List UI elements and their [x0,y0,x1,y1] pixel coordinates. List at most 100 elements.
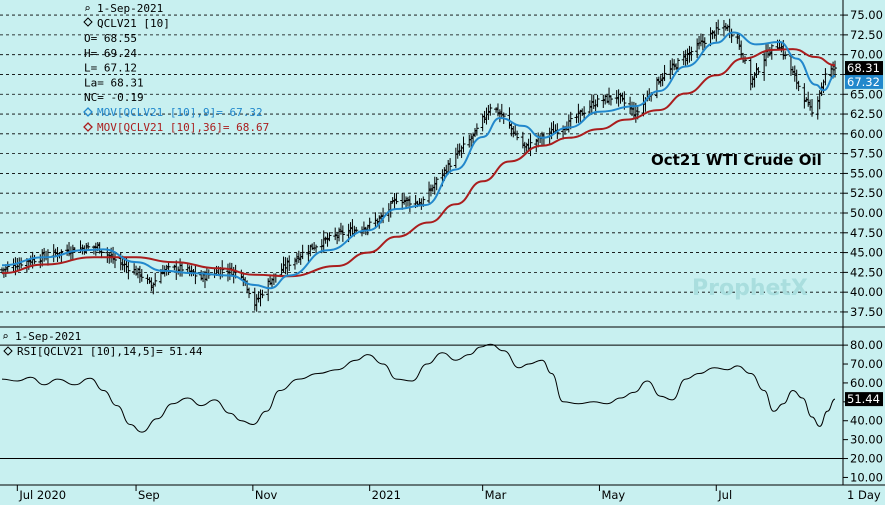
ohlc-bar [32,254,37,264]
period-label[interactable]: 1 Day [847,488,881,502]
ohlc-bar [287,255,292,272]
price-tick-label: 65.00 [850,87,883,101]
last-price-box: 68.31 [845,61,883,76]
rsi-tick-label: 60.00 [850,376,883,390]
price-tick-label: 60.00 [850,127,883,141]
rsi-tick-label: 70.00 [850,357,883,371]
ohlc-bar [126,261,131,280]
ohlc-bar [86,242,91,250]
ohlc-bar [756,67,761,75]
ohlc-bar [394,192,399,205]
chart-annotation: Oct21 WTI Crude Oil [651,151,822,169]
zoom-icon[interactable]: ⌕ [84,2,91,15]
ohlc-bar [595,94,600,108]
price-tick-label: 52.50 [850,186,883,200]
ohlc-bar [314,244,319,254]
date-tick-label: Nov [255,488,278,502]
price-tick-label: 75.00 [850,8,883,22]
ohlc-readout-la: La= 68.31 [84,76,144,89]
date-tick-label: Mar [485,488,507,502]
price-tick-label: 40.00 [850,285,883,299]
legend-ma-9: MOV[QCLV21 [10],9]= 67.32 [97,106,263,119]
ohlc-bar [662,64,667,82]
ohlc-bar [327,232,332,242]
rsi-value-box: 51.44 [845,392,883,407]
rsi-zoom-icon[interactable]: ⌕ [2,330,9,343]
rsi-legend-date: 1-Sep-2021 [15,330,81,343]
ohlc-bar [608,95,613,106]
ma-36-line [1,48,836,278]
date-tick-label: Jul [717,488,732,502]
ohlc-readout-h: H= 69.24 [84,47,137,60]
ohlc-bar [247,287,252,299]
svg-text:68.31: 68.31 [847,61,880,75]
svg-text:67.32: 67.32 [847,75,880,89]
price-tick-label: 47.50 [850,226,883,240]
diamond-icon [83,17,93,27]
ohlc-readout-l: L= 67.12 [84,62,137,75]
legend-symbol: QCLV21 [10] [97,17,170,30]
price-gridlines [0,14,843,313]
ohlc-bar [823,68,828,86]
ohlc-bar [166,262,171,276]
ma-9-line [1,31,836,290]
date-axis-labels: Jul 2020 Sep Nov 2021 Mar May Jul [16,485,732,502]
ohlc-readout-nc: NC= -0.19 [84,91,144,104]
legend-date: 1-Sep-2021 [97,2,163,15]
date-tick-label: Sep [138,488,160,502]
ohlc-bar [515,130,520,141]
rsi-line [1,343,836,433]
rsi-tick-label: 10.00 [850,470,883,484]
rsi-tick-label: 40.00 [850,414,883,428]
rsi-tick-label: 30.00 [850,433,883,447]
ohlc-bar [769,44,774,60]
watermark: ProphetX [692,276,808,301]
rsi-legend: ⌕ 1-Sep-2021 RSI[QCLV21 [10],14,5]= 51.4… [2,330,203,358]
price-legend: ⌕ 1-Sep-2021 QCLV21 [10] O= 68.55 H= 69.2… [83,2,269,134]
ohlc-bar [5,261,10,273]
ohlc-bar [702,37,707,50]
ohlc-bar [783,51,788,60]
svg-text:51.44: 51.44 [847,392,880,406]
rsi-legend-label: RSI[QCLV21 [10],14,5]= 51.44 [17,345,203,358]
ohlc-bar [112,251,117,269]
ohlc-bar [139,269,144,282]
ohlc-bar [153,272,158,287]
price-tick-label: 57.50 [850,147,883,161]
date-tick-label: May [601,488,625,502]
price-tick-label: 62.50 [850,107,883,121]
price-tick-label: 37.50 [850,305,883,319]
ma-9-diamond-icon [83,107,93,117]
ohlc-bar [474,123,479,136]
ohlc-bar [434,176,439,191]
ohlc-bar [488,103,493,116]
ohlc-bar [582,106,587,120]
ohlc-bar [407,195,412,213]
ohlc-bar [742,56,747,65]
ohlc-bar [810,99,815,117]
ma-9-value-box: 67.32 [845,74,883,89]
date-tick-label: Jul 2020 [18,488,66,502]
ohlc-bar [689,46,694,61]
ohlc-bar [528,134,533,157]
price-tick-label: 72.50 [850,28,883,42]
price-tick-label: 55.00 [850,166,883,180]
legend-ma-36: MOV[QCLV21 [10],36]= 68.67 [97,121,269,134]
ohlc-bar [461,136,466,153]
ma-36-diamond-icon [83,122,93,132]
ohlc-bar [716,19,721,35]
ohlc-bar [193,265,198,285]
ohlc-bar [340,225,345,242]
ohlc-bar [568,111,573,130]
price-tick-label: 42.50 [850,265,883,279]
rsi-tick-label: 80.00 [850,338,883,352]
ohlc-bar [300,244,305,260]
price-tick-label: 45.00 [850,246,883,260]
ohlc-bar [367,217,372,231]
ohlc-bar [260,289,265,299]
ohlc-bar [180,262,185,277]
